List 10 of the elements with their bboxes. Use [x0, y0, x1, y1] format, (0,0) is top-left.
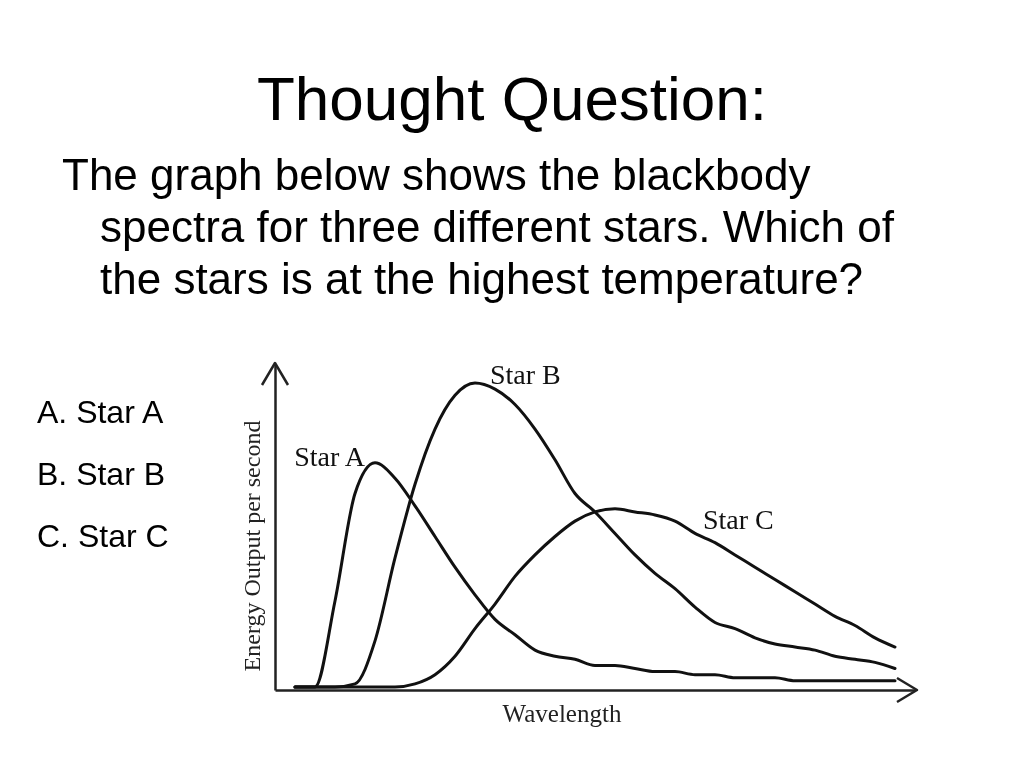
- series-label: Star B: [490, 359, 561, 390]
- text: C. Star C: [37, 518, 169, 554]
- chart-title: Thought Question:: [256, 64, 768, 133]
- text: A. Star A: [37, 394, 164, 430]
- chart-subtitle: The graph below shows the blackbody spectra for three different stars. Which of the stars is at the highest temperature?: [62, 150, 895, 303]
- y-axis-title: Energy Output per second: [239, 420, 265, 672]
- series-label: Star A: [294, 440, 366, 472]
- series-label: Star C: [703, 504, 774, 536]
- text: B. Star B: [37, 456, 166, 492]
- x-axis-title: Wavelength: [502, 700, 622, 727]
